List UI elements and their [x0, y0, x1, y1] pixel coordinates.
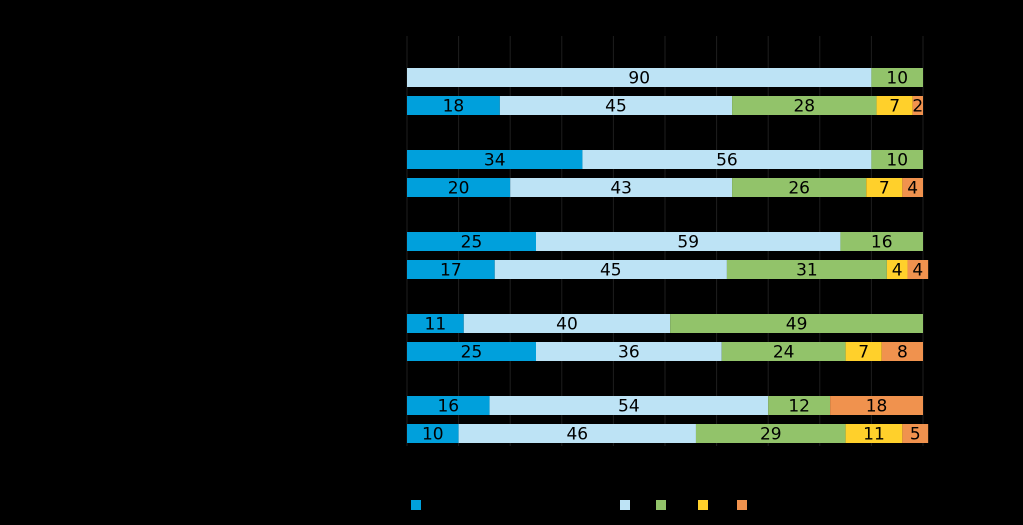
- bar-segment-s5-row10: [902, 424, 929, 443]
- bar-segment-s2-row8: [536, 342, 722, 361]
- bar-segment-s3-row10: [695, 424, 846, 443]
- bar-segment-s3-row6: [726, 260, 887, 279]
- bar-segment-s5-row6: [907, 260, 929, 279]
- bar-segment-s2-row3: [582, 150, 872, 169]
- data-label: 90: [628, 69, 650, 89]
- data-label: 10: [886, 69, 908, 89]
- bar-segment-s1-row9: [407, 396, 490, 415]
- bar-segment-s3-row9: [768, 396, 831, 415]
- data-label: 10: [422, 425, 444, 445]
- bar-segment-s4-row4: [866, 178, 903, 197]
- data-label: 10: [886, 151, 908, 171]
- data-label: 43: [610, 179, 632, 199]
- data-label: 36: [618, 343, 640, 363]
- data-label: 45: [600, 261, 622, 281]
- bar-segment-s3-row4: [732, 178, 867, 197]
- data-label: 7: [879, 179, 890, 199]
- bar-segment-s2-row9: [489, 396, 769, 415]
- bar-segment-s3-row7: [670, 314, 923, 333]
- bar-segment-s1-row8: [407, 342, 536, 361]
- data-label: 18: [866, 397, 888, 417]
- bar-segment-s5-row9: [830, 396, 923, 415]
- data-label: 34: [484, 151, 506, 171]
- data-label: 20: [448, 179, 470, 199]
- bar-segment-s1-row6: [407, 260, 495, 279]
- data-label: 46: [566, 425, 588, 445]
- bar-segment-s1-row10: [407, 424, 459, 443]
- data-label: 25: [461, 233, 483, 253]
- bar-segment-s2-row2: [499, 96, 733, 115]
- bar-segment-s2-row10: [458, 424, 696, 443]
- data-label: 8: [897, 343, 908, 363]
- bars: [407, 68, 929, 443]
- bar-segment-s5-row2: [912, 96, 923, 115]
- data-label: 40: [556, 315, 578, 335]
- bar-segment-s3-row2: [732, 96, 877, 115]
- bar-segment-s5-row8: [881, 342, 923, 361]
- data-label: 4: [912, 261, 923, 281]
- bar-segment-s1-row4: [407, 178, 511, 197]
- bar-segment-s2-row1: [407, 68, 872, 87]
- bar-segment-s2-row4: [510, 178, 733, 197]
- bar-segment-s2-row7: [463, 314, 671, 333]
- data-label: 4: [892, 261, 903, 281]
- data-label: 25: [461, 343, 483, 363]
- bar-segment-s4-row10: [845, 424, 903, 443]
- legend-swatch-series-5: [737, 500, 747, 510]
- data-label: 5: [910, 425, 921, 445]
- bar-segment-s4-row8: [845, 342, 882, 361]
- bar-segment-s3-row1: [871, 68, 923, 87]
- data-label: 12: [788, 397, 810, 417]
- data-label: 2: [912, 97, 923, 117]
- bar-segment-s4-row2: [876, 96, 913, 115]
- data-label: 59: [677, 233, 699, 253]
- data-label: 24: [773, 343, 795, 363]
- legend: [411, 500, 747, 510]
- data-label: 29: [760, 425, 782, 445]
- bar-segment-s1-row5: [407, 232, 536, 251]
- data-label: 7: [889, 97, 900, 117]
- bar-segment-s1-row3: [407, 150, 583, 169]
- data-label: 16: [871, 233, 893, 253]
- bar-segment-s3-row5: [840, 232, 923, 251]
- legend-swatch-series-3: [656, 500, 666, 510]
- legend-swatch-series-4: [698, 500, 708, 510]
- data-label: 45: [605, 97, 627, 117]
- data-label: 4: [907, 179, 918, 199]
- data-label: 11: [863, 425, 885, 445]
- data-label: 28: [793, 97, 815, 117]
- bar-segment-s4-row6: [886, 260, 908, 279]
- data-label: 11: [425, 315, 447, 335]
- bar-segment-s3-row8: [721, 342, 846, 361]
- bar-segment-s1-row7: [407, 314, 464, 333]
- legend-swatch-series-1: [411, 500, 421, 510]
- bar-segment-s5-row4: [902, 178, 923, 197]
- data-label: 49: [786, 315, 808, 335]
- data-label: 56: [716, 151, 738, 171]
- data-label: 31: [796, 261, 818, 281]
- bar-segment-s3-row3: [871, 150, 923, 169]
- bar-segment-s2-row5: [536, 232, 841, 251]
- data-label: 26: [788, 179, 810, 199]
- data-label: 16: [437, 397, 459, 417]
- data-label: 54: [618, 397, 640, 417]
- legend-swatch-series-2: [620, 500, 630, 510]
- data-label: 7: [858, 343, 869, 363]
- bar-segment-s2-row6: [494, 260, 727, 279]
- data-label: 17: [440, 261, 462, 281]
- data-label: 18: [443, 97, 465, 117]
- bar-segment-s1-row2: [407, 96, 500, 115]
